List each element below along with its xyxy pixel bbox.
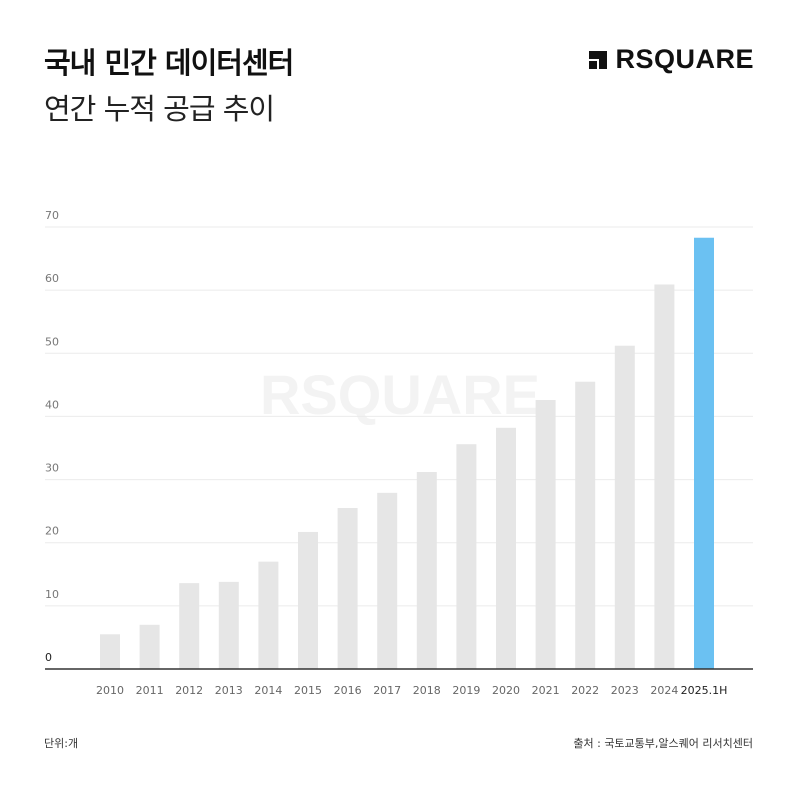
bar-2013: [218, 581, 239, 669]
rsquare-logo: RSQUARE: [589, 44, 754, 75]
x-tick-label: 2017: [373, 684, 401, 697]
watermark: RSQUARE: [260, 363, 540, 426]
bar-2014: [258, 561, 279, 669]
bar-2023: [614, 345, 635, 669]
rsquare-logo-icon: [589, 50, 608, 69]
bar-2018: [416, 471, 437, 669]
y-tick-label: 50: [45, 335, 59, 348]
x-tick-label: 2014: [254, 684, 282, 697]
logo-text: RSQUARE: [615, 44, 754, 74]
x-tick-label: 2020: [492, 684, 520, 697]
y-tick-label: 10: [45, 588, 59, 601]
x-tick-label: 2025.1H: [681, 684, 728, 697]
x-tick-label: 2021: [532, 684, 560, 697]
page-title: 국내 민간 데이터센터: [44, 46, 294, 80]
bar-2021: [535, 400, 556, 669]
x-tick-label: 2011: [136, 684, 164, 697]
x-tick-label: 2016: [334, 684, 362, 697]
bar-2017: [377, 492, 398, 669]
bar-2022: [575, 381, 596, 669]
x-tick-label: 2019: [452, 684, 480, 697]
unit-label: 단위:개: [44, 737, 79, 750]
bar-2016: [337, 507, 358, 669]
y-tick-label: 60: [45, 272, 59, 285]
x-tick-label: 2012: [175, 684, 203, 697]
x-tick-label: 2024: [650, 684, 678, 697]
x-tick-label: 2015: [294, 684, 322, 697]
y-tick-label: 0: [45, 651, 52, 664]
bar-2010: [100, 634, 120, 669]
x-tick-label: 2013: [215, 684, 243, 697]
y-tick-label: 70: [45, 209, 59, 222]
bar-2024: [654, 284, 675, 669]
page-subtitle: 연간 누적 공급 추이: [44, 92, 275, 126]
x-tick-label: 2018: [413, 684, 441, 697]
y-tick-label: 30: [45, 462, 59, 475]
x-tick-label: 2010: [96, 684, 124, 697]
y-tick-label: 20: [45, 525, 59, 538]
bar-2015: [298, 531, 318, 669]
x-tick-label: 2022: [571, 684, 599, 697]
bar-2012: [179, 583, 200, 669]
bar-2011: [139, 624, 160, 669]
bar-2019: [456, 444, 477, 669]
bar-2025.1H: [694, 237, 714, 669]
bar-2020: [496, 427, 516, 669]
y-tick-label: 40: [45, 398, 59, 411]
x-tick-label: 2023: [611, 684, 639, 697]
source-label: 출처 : 국토교통부,알스퀘어 리서치센터: [573, 737, 753, 750]
